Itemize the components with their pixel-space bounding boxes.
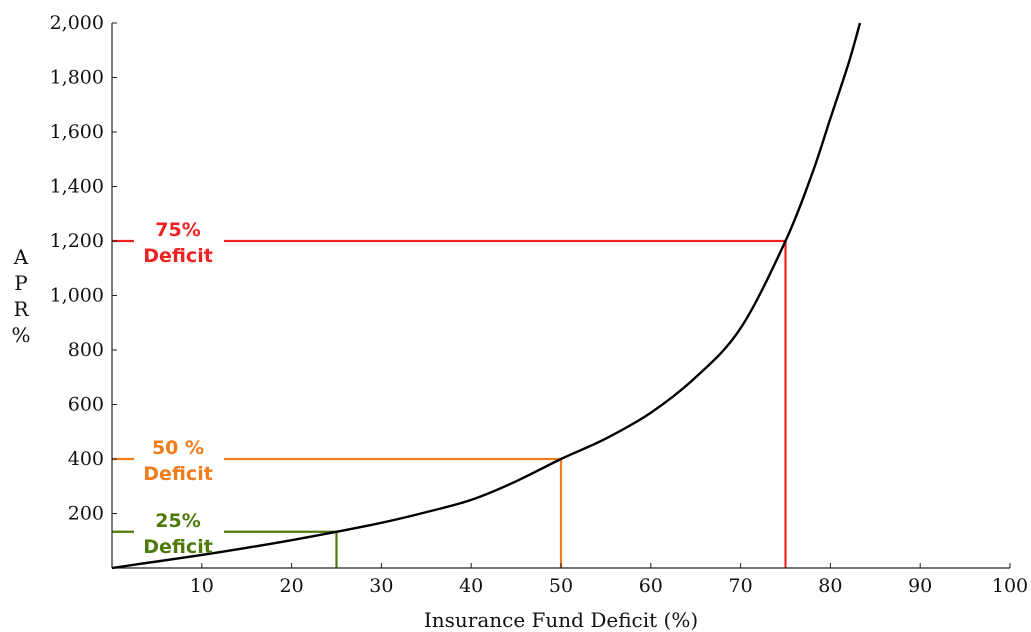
x-axis-title: Insurance Fund Deficit (%): [424, 608, 698, 632]
series-line: [111, 22, 862, 570]
y-tick-label: 1,400: [50, 176, 104, 198]
marker-layer: [112, 239, 787, 568]
marker-label-value: 50 %: [152, 437, 204, 459]
y-axis-title-letter: P: [14, 271, 27, 295]
x-tick-label: 40: [459, 575, 483, 597]
y-axis-title-letter: %: [11, 323, 30, 347]
y-tick-label: 2,000: [50, 12, 104, 34]
y-tick-label: 1,000: [50, 285, 104, 307]
marker-label-value: 75%: [155, 219, 200, 241]
y-tick-label: 1,800: [50, 67, 104, 89]
y-tick-label: 1,600: [50, 121, 104, 143]
x-tick-label: 100: [992, 575, 1028, 597]
annotations: 25% Deficit 50 % Deficit 75% Deficit: [143, 219, 213, 558]
y-tick-label: 800: [68, 339, 104, 361]
x-tick-label: 50: [549, 575, 573, 597]
x-tick-label: 30: [369, 575, 393, 597]
x-tick-label: 90: [908, 575, 932, 597]
marker-label-deficit: Deficit: [143, 463, 213, 485]
x-tick-label: 60: [639, 575, 663, 597]
y-tick-label: 400: [68, 448, 104, 470]
y-tick-label: 200: [68, 503, 104, 525]
marker-label-value: 25%: [155, 510, 200, 532]
x-tick-label: 70: [729, 575, 753, 597]
x-tick-label: 10: [190, 575, 214, 597]
marker-label-deficit: Deficit: [143, 245, 213, 267]
ticks: 10 20 30 40 50 60 70 80 90 100 200 400 600 800 1,000 1,…: [50, 12, 1029, 597]
y-axis-title-letter: A: [13, 245, 29, 269]
x-tick-label: 80: [818, 575, 842, 597]
x-tick-label: 20: [280, 575, 304, 597]
y-axis-title-letter: R: [13, 297, 29, 321]
y-tick-label: 1,200: [50, 230, 104, 252]
y-tick-label: 600: [68, 394, 104, 416]
y-axis-title: APR%: [11, 245, 30, 347]
marker-label-deficit: Deficit: [143, 536, 213, 558]
